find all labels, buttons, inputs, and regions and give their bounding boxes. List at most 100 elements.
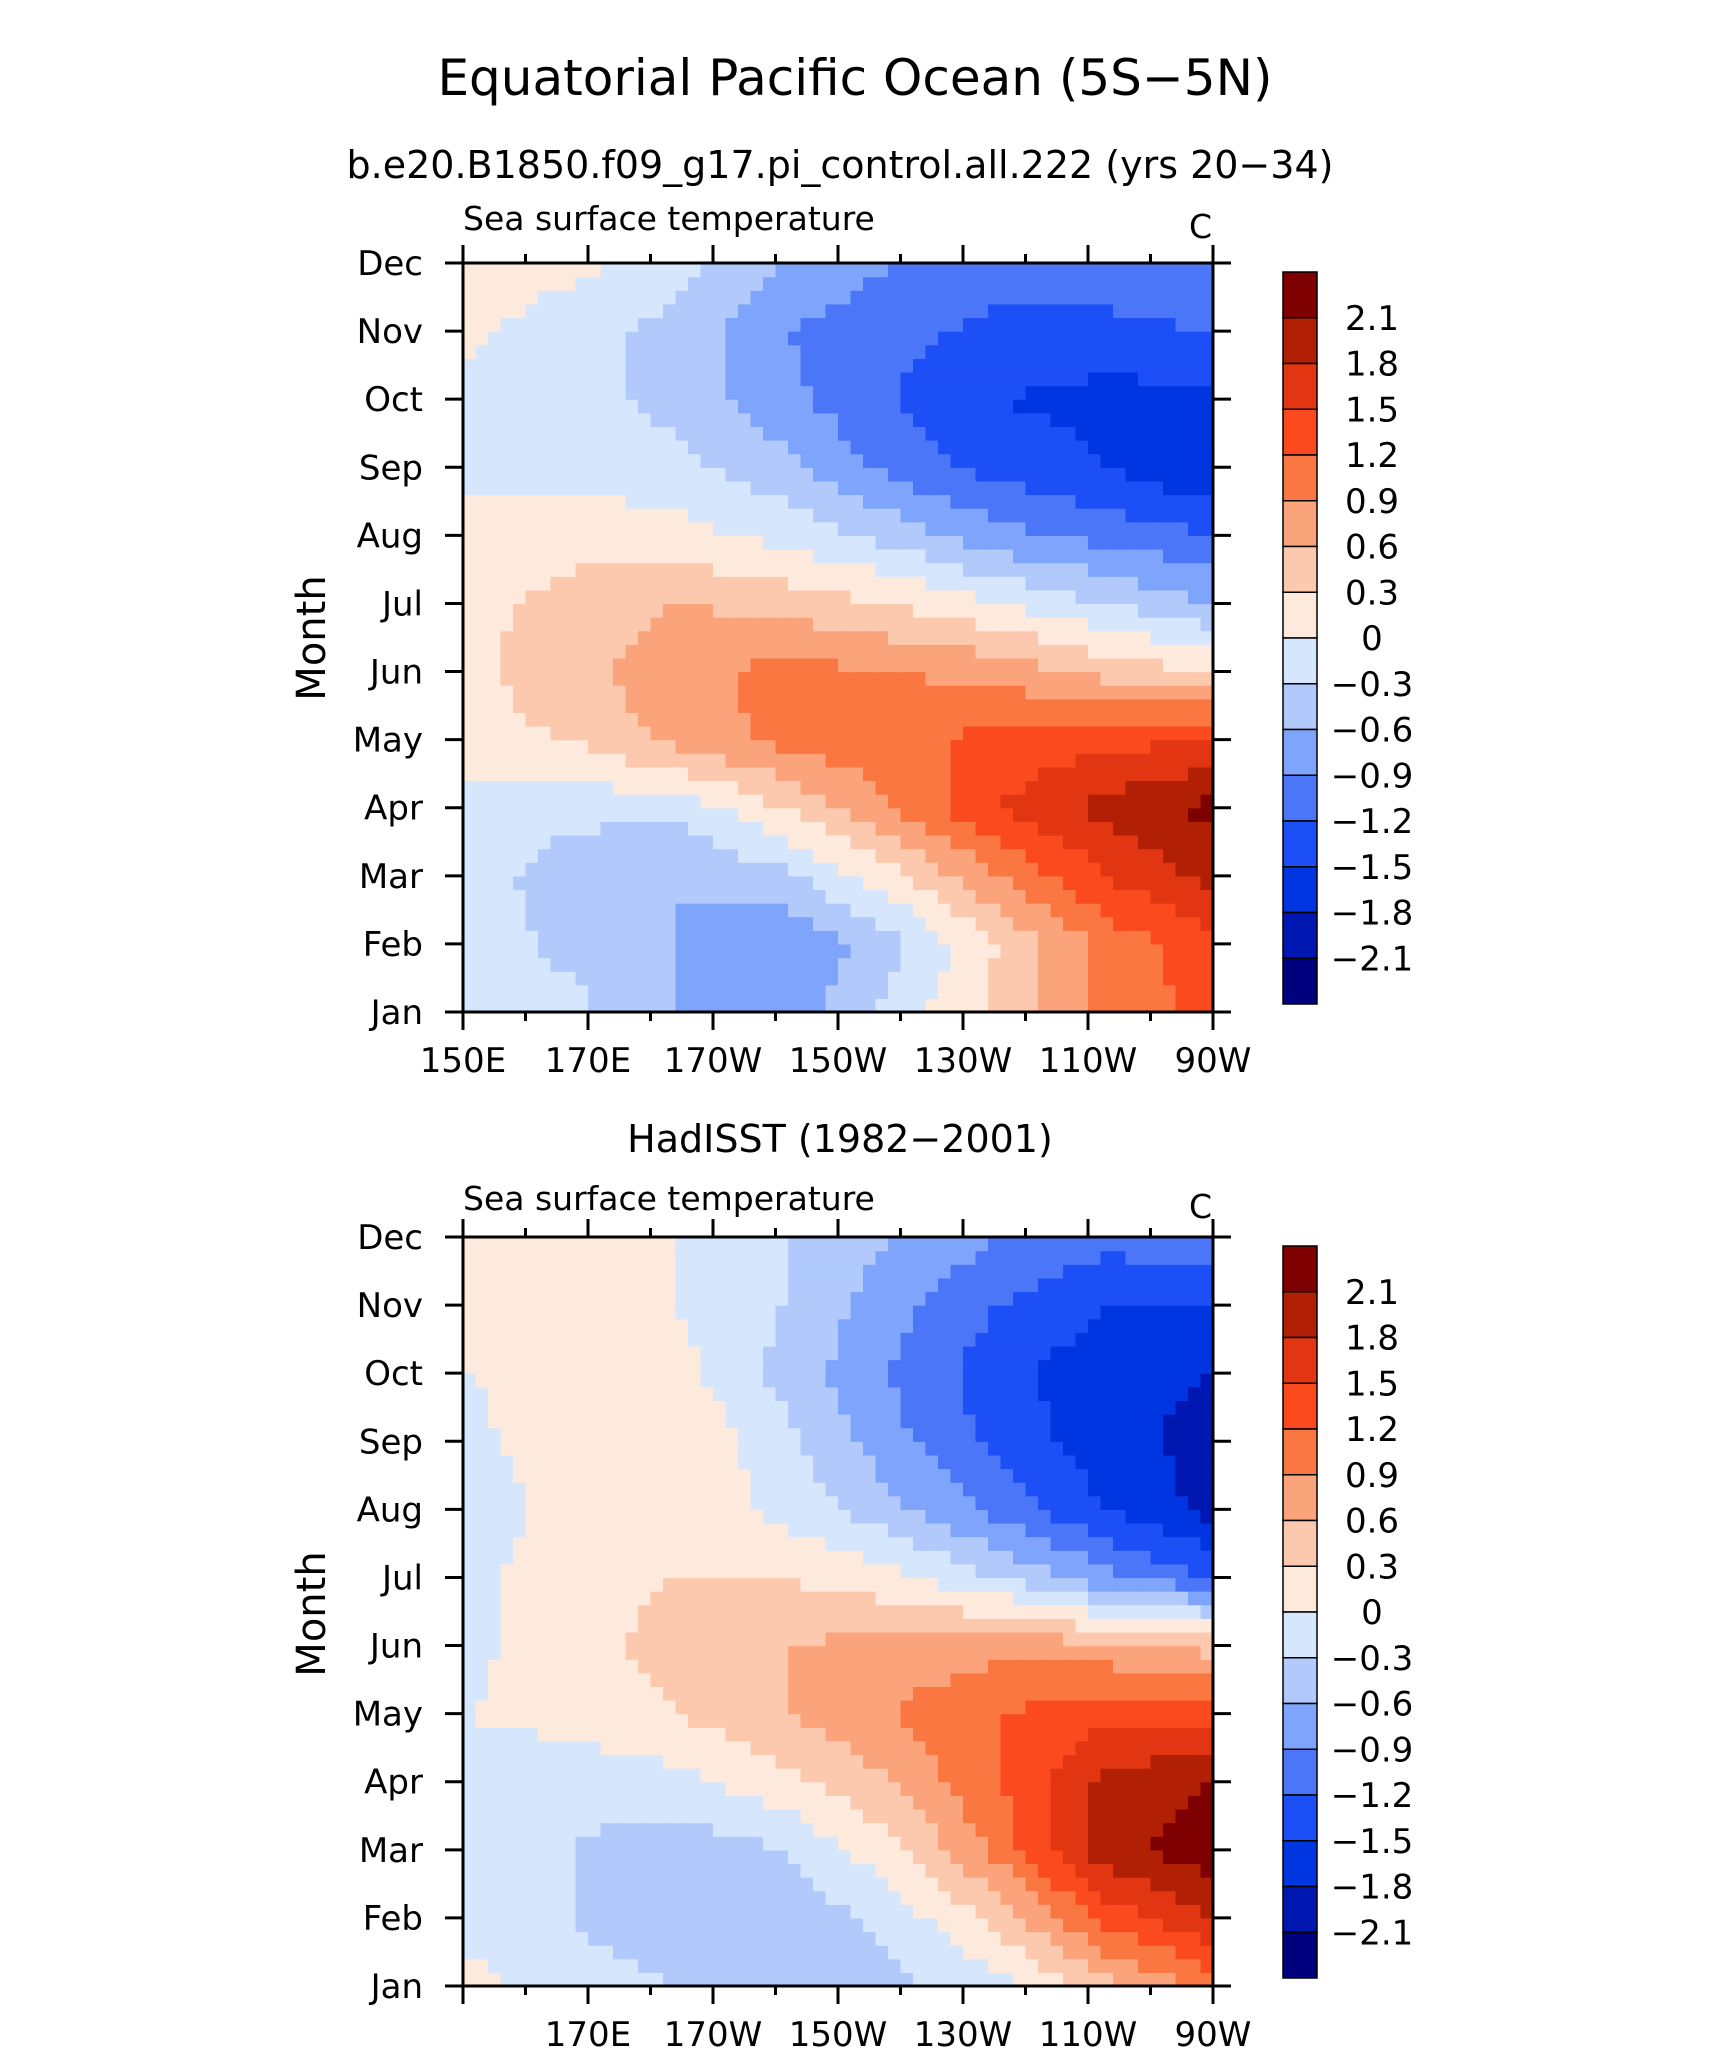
- field-cell: [1200, 848, 1214, 863]
- field-cell: [1050, 1808, 1064, 1824]
- field-cell: [525, 399, 539, 414]
- colorbar-swatch: [1282, 500, 1318, 548]
- field-cell: [675, 480, 689, 496]
- field-cell: [550, 494, 564, 509]
- field-cell: [800, 521, 814, 536]
- field-cell: [538, 399, 552, 414]
- field-cell: [1038, 726, 1052, 741]
- field-cell: [813, 1672, 827, 1687]
- field-cell: [538, 1958, 552, 1973]
- field-cell: [963, 685, 977, 700]
- field-cell: [513, 521, 527, 536]
- field-cell: [738, 943, 752, 959]
- field-cell: [975, 1931, 989, 1946]
- field-cell: [1050, 535, 1064, 550]
- field-cell: [1175, 821, 1189, 836]
- field-cell: [650, 1890, 664, 1905]
- field-cell: [463, 412, 477, 428]
- field-cell: [1013, 1917, 1027, 1933]
- field-cell: [1038, 1754, 1052, 1769]
- field-cell: [650, 1808, 664, 1824]
- field-cell: [1038, 971, 1052, 986]
- field-cell: [700, 1740, 714, 1756]
- field-cell: [1163, 1945, 1177, 1960]
- field-cell: [600, 1822, 614, 1837]
- field-cell: [875, 889, 889, 904]
- field-cell: [838, 984, 852, 999]
- field-cell: [625, 1904, 639, 1919]
- field-cell: [463, 1618, 477, 1633]
- field-cell: [725, 385, 739, 400]
- field-cell: [575, 562, 589, 577]
- field-cell: [925, 412, 939, 428]
- field-cell: [613, 1645, 627, 1660]
- field-cell: [513, 303, 527, 319]
- field-cell: [1113, 1808, 1127, 1824]
- field-cell: [475, 1740, 489, 1756]
- field-cell: [1075, 603, 1089, 618]
- field-cell: [1088, 916, 1102, 931]
- field-cell: [1113, 1768, 1127, 1783]
- field-cell: [825, 344, 839, 359]
- field-cell: [1038, 712, 1052, 727]
- field-cell: [550, 971, 564, 986]
- field-cell: [650, 630, 664, 645]
- field-cell: [963, 971, 977, 986]
- field-cell: [1013, 480, 1027, 496]
- y-tick-label: Apr: [364, 789, 423, 829]
- field-cell: [550, 1836, 564, 1851]
- field-cell: [625, 494, 639, 509]
- field-cell: [525, 726, 539, 741]
- field-cell: [625, 399, 639, 414]
- field-cell: [1163, 984, 1177, 999]
- field-cell: [738, 1754, 752, 1769]
- field-cell: [850, 508, 864, 523]
- field-cell: [1075, 1740, 1089, 1756]
- field-cell: [500, 753, 514, 768]
- field-cell: [763, 494, 777, 509]
- field-cell: [663, 1795, 677, 1810]
- field-cell: [1050, 263, 1064, 278]
- field-cell: [825, 589, 839, 605]
- field-cell: [488, 426, 502, 441]
- field-cell: [588, 984, 602, 999]
- field-cell: [925, 358, 939, 373]
- field-cell: [1175, 290, 1189, 305]
- field-cell: [950, 1836, 964, 1851]
- field-cell: [663, 521, 677, 536]
- field-cell: [1013, 1958, 1027, 1973]
- field-cell: [488, 794, 502, 809]
- field-cell: [475, 1672, 489, 1687]
- field-cell: [725, 1700, 739, 1715]
- field-cell: [1075, 562, 1089, 577]
- field-cell: [1075, 998, 1089, 1013]
- field-cell: [750, 1808, 764, 1824]
- field-cell: [700, 399, 714, 414]
- field-cell: [850, 807, 864, 822]
- field-cell: [838, 1931, 852, 1946]
- field-cell: [700, 440, 714, 455]
- field-cell: [650, 1631, 664, 1647]
- field-cell: [638, 766, 652, 782]
- field-cell: [588, 644, 602, 659]
- field-cell: [800, 943, 814, 959]
- field-cell: [800, 930, 814, 945]
- field-cell: [813, 263, 827, 278]
- field-cell: [463, 276, 477, 291]
- field-cell: [1138, 794, 1152, 809]
- field-cell: [463, 1877, 477, 1892]
- field-cell: [688, 1754, 702, 1769]
- field-cell: [925, 603, 939, 618]
- field-cell: [738, 1672, 752, 1687]
- field-cell: [788, 971, 802, 986]
- field-cell: [938, 630, 952, 645]
- field-cell: [1125, 1945, 1139, 1960]
- field-cell: [1188, 930, 1202, 945]
- field-cell: [925, 630, 939, 645]
- field-cell: [950, 644, 964, 659]
- field-cell: [1000, 1904, 1014, 1919]
- field-cell: [513, 548, 527, 564]
- field-cell: [700, 385, 714, 400]
- field-cell: [813, 358, 827, 373]
- field-cell: [1200, 726, 1214, 741]
